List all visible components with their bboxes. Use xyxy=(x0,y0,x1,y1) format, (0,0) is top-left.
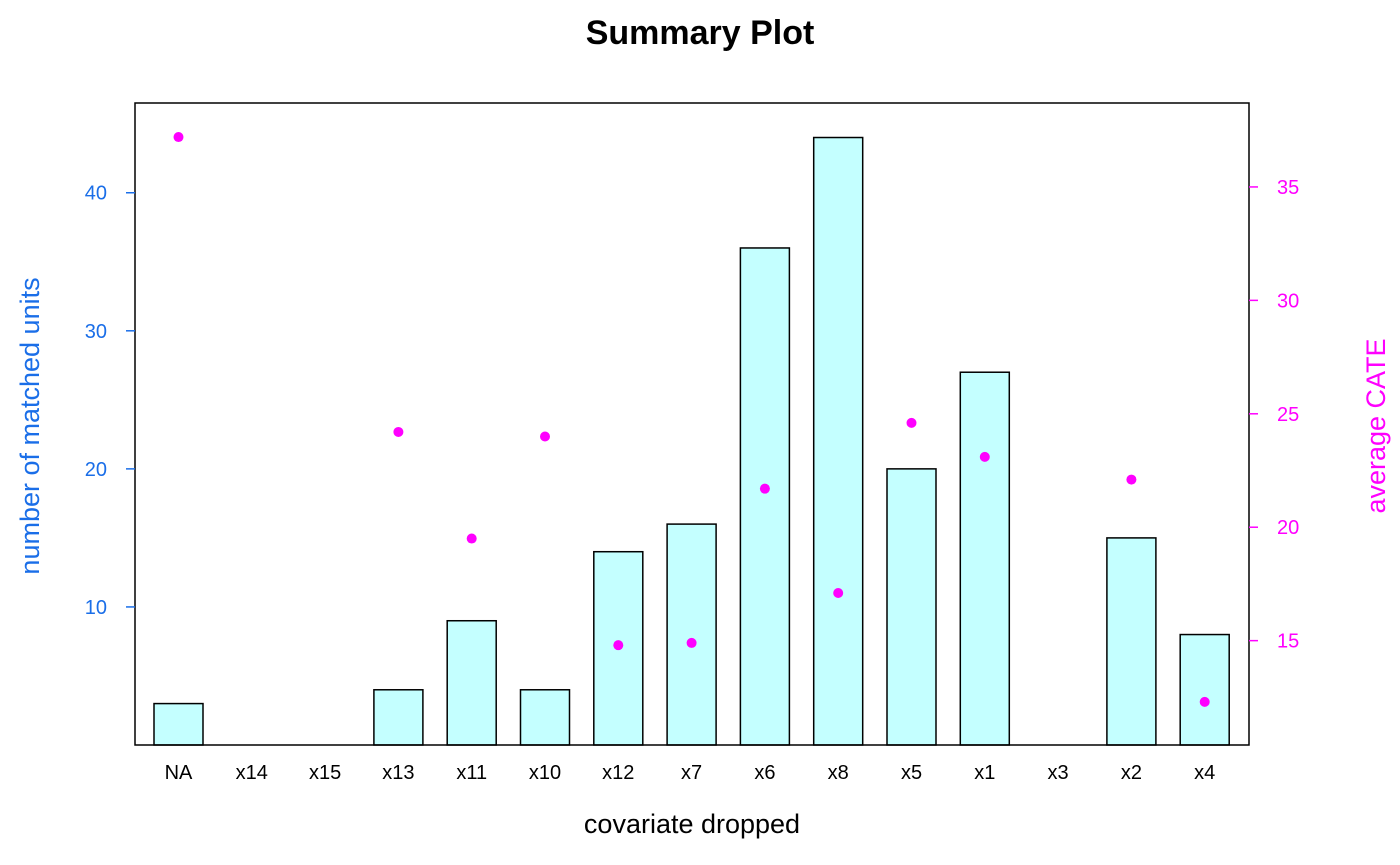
x-tick-label-x6: x6 xyxy=(754,762,775,784)
point-x4 xyxy=(1199,696,1210,707)
chart-title: Summary Plot xyxy=(586,14,815,52)
point-x11 xyxy=(466,533,477,544)
left-tick-label-30: 30 xyxy=(85,321,107,343)
point-series xyxy=(173,132,1210,707)
right-tick-label-20: 20 xyxy=(1277,517,1299,539)
x-tick-label-x5: x5 xyxy=(901,762,922,784)
x-tick-label-x13: x13 xyxy=(382,762,414,784)
bar-NA xyxy=(153,702,204,746)
point-x2 xyxy=(1126,474,1137,485)
x-tick-label-x12: x12 xyxy=(602,762,634,784)
plot-frame xyxy=(134,102,1250,746)
point-x13 xyxy=(393,426,404,437)
point-x6 xyxy=(759,483,770,494)
left-axis: 10 20 30 40 xyxy=(85,183,135,619)
bar-x4 xyxy=(1179,633,1230,746)
point-x1 xyxy=(979,451,990,462)
right-axis: 15 20 25 30 35 xyxy=(1249,177,1299,653)
point-x8 xyxy=(833,588,844,599)
bar-x13 xyxy=(373,689,424,746)
point-x5 xyxy=(906,417,917,428)
left-axis-label: number of matched units xyxy=(15,277,45,574)
x-tick-label-x15: x15 xyxy=(309,762,341,784)
left-tick-label-10: 10 xyxy=(85,597,107,619)
right-tick-label-25: 25 xyxy=(1277,404,1299,426)
x-tick-label-x1: x1 xyxy=(974,762,995,784)
point-x10 xyxy=(540,431,550,442)
bar-x10 xyxy=(519,689,571,746)
x-tick-label-x3: x3 xyxy=(1048,762,1069,784)
x-tick-label-x4: x4 xyxy=(1194,762,1215,784)
x-tick-label-x8: x8 xyxy=(828,762,849,784)
left-tick-label-20: 20 xyxy=(85,459,107,481)
x-tick-label-x2: x2 xyxy=(1121,762,1142,784)
bar-x2 xyxy=(1106,537,1157,746)
x-axis: NA x14 x15 x13 x11 x10 x12 x7 x6 x8 x5 x1 x3 x2 x4 xyxy=(165,762,1216,784)
point-NA xyxy=(173,132,184,143)
bar-x8 xyxy=(812,136,864,746)
x-tick-label-x7: x7 xyxy=(681,762,702,784)
bar-x11 xyxy=(446,619,497,746)
right-tick-label-35: 35 xyxy=(1277,177,1299,199)
x-tick-label-x11: x11 xyxy=(456,762,487,784)
x-axis-label: covariate dropped xyxy=(584,809,800,839)
point-x7 xyxy=(686,637,697,648)
bar-x6 xyxy=(739,247,791,746)
bar-x1 xyxy=(959,371,1011,746)
x-tick-label-x14: x14 xyxy=(236,762,268,784)
bar-x5 xyxy=(886,468,937,746)
x-tick-label-NA: NA xyxy=(165,762,193,784)
bar-x7 xyxy=(666,523,717,746)
bar-series xyxy=(153,136,1230,746)
right-tick-label-30: 30 xyxy=(1277,290,1299,312)
point-x12 xyxy=(613,640,624,651)
left-tick-label-40: 40 xyxy=(85,183,107,205)
right-tick-label-15: 15 xyxy=(1277,631,1299,653)
right-axis-label: average CATE xyxy=(1361,338,1391,513)
x-tick-label-x10: x10 xyxy=(529,762,561,784)
